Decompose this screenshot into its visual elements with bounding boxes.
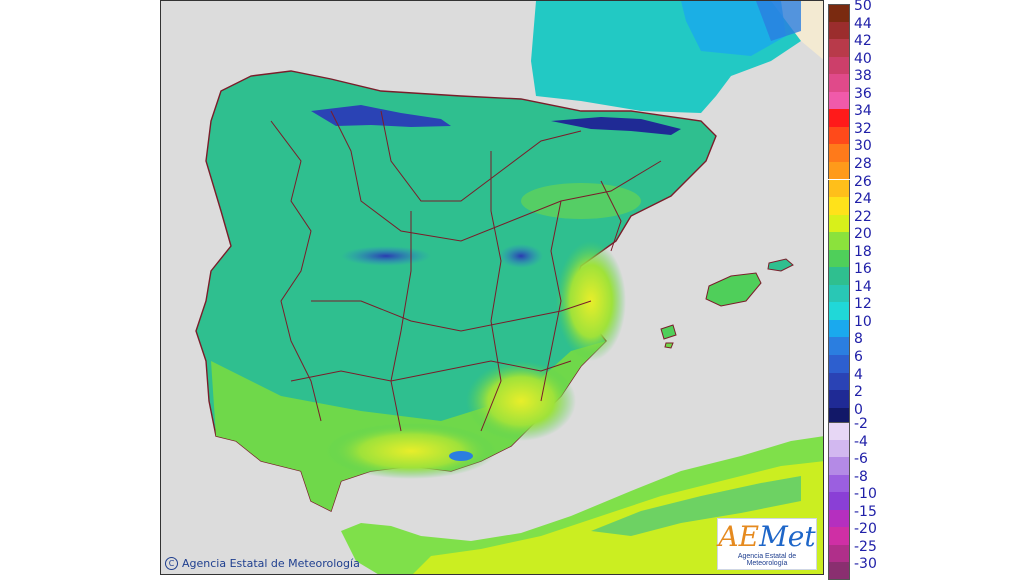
legend-swatch-cold-5 xyxy=(828,509,850,528)
mallorca-island xyxy=(705,272,762,307)
region-borders xyxy=(270,110,662,432)
legend-label-warm-2: 42 xyxy=(854,33,872,50)
legend-swatch-warm-15 xyxy=(828,267,850,285)
sierra-nevada-cold xyxy=(449,451,473,461)
temperature-legend: 50 44 42 40 38 36 34 32 30 28 26 24 22 20 18 16 14 12 10 8 6… xyxy=(826,0,886,580)
legend-swatch-warm-8 xyxy=(828,144,850,162)
legend-swatch-warm-12 xyxy=(828,214,850,233)
legend-swatch-cold-0 xyxy=(828,422,850,440)
legend-label-warm-22: 2 xyxy=(854,384,863,401)
copyright-text: Agencia Estatal de Meteorología xyxy=(182,556,360,570)
legend-swatch-warm-18 xyxy=(828,319,850,338)
guadalquivir-warm xyxy=(326,423,496,479)
legend-swatch-warm-1 xyxy=(828,21,850,40)
legend-label-warm-18: 10 xyxy=(854,313,872,330)
legend-label-cold-5: -15 xyxy=(854,503,877,520)
cantabrian-mountains xyxy=(311,105,451,127)
legend-swatch-warm-16 xyxy=(828,284,850,303)
legend-label-cold-8: -30 xyxy=(854,556,877,573)
atlas-cool xyxy=(591,476,801,536)
legend-label-warm-17: 12 xyxy=(854,296,872,313)
legend-swatch-warm-14 xyxy=(828,249,850,268)
legend-swatch-cold-3 xyxy=(828,474,850,493)
legend-swatch-warm-0 xyxy=(828,4,850,22)
legend-label-warm-1: 44 xyxy=(854,15,872,32)
legend-label-warm-16: 14 xyxy=(854,278,872,295)
legend-label-warm-9: 28 xyxy=(854,155,872,172)
iberian-system-cold xyxy=(499,244,543,268)
legend-label-cold-3: -8 xyxy=(854,468,868,485)
legend-swatch-warm-5 xyxy=(828,91,850,110)
legend-swatch-warm-7 xyxy=(828,126,850,145)
legend-label-warm-20: 6 xyxy=(854,349,863,365)
legend-swatch-warm-2 xyxy=(828,39,850,57)
legend-label-warm-14: 18 xyxy=(854,243,872,260)
legend-swatch-warm-3 xyxy=(828,56,850,75)
legend-label-warm-21: 4 xyxy=(854,366,863,383)
legend-swatch-cold-1 xyxy=(828,439,850,458)
copyright-notice: C Agencia Estatal de Meteorología xyxy=(165,556,360,570)
legend-swatch-cold-6 xyxy=(828,527,850,545)
pyrenees xyxy=(551,117,681,135)
legend-swatch-warm-11 xyxy=(828,197,850,215)
legend-swatch-cold-4 xyxy=(828,492,850,510)
legend-swatch-warm-4 xyxy=(828,74,850,92)
legend-swatch-warm-6 xyxy=(828,109,850,127)
legend-swatch-warm-22 xyxy=(828,390,850,408)
legend-label-warm-3: 40 xyxy=(854,50,872,67)
legend-swatch-warm-13 xyxy=(828,232,850,250)
legend-swatch-cold-2 xyxy=(828,457,850,475)
legend-label-warm-4: 38 xyxy=(854,68,872,85)
central-system-cold xyxy=(341,246,431,266)
legend-label-warm-12: 22 xyxy=(854,208,872,225)
south-hotspot xyxy=(466,361,576,441)
legend-label-warm-23: 0 xyxy=(854,401,863,418)
legend-swatch-warm-21 xyxy=(828,372,850,391)
legend-swatch-cold-7 xyxy=(828,544,850,563)
legend-label-cold-2: -6 xyxy=(854,451,868,468)
legend-swatch-warm-9 xyxy=(828,161,850,180)
legend-label-cold-7: -25 xyxy=(854,538,877,555)
legend-label-cold-1: -4 xyxy=(854,433,868,450)
legend-label-warm-11: 24 xyxy=(854,191,872,208)
iberia-map-canvas xyxy=(195,1,823,574)
legend-label-cold-4: -10 xyxy=(854,486,877,503)
legend-swatch-warm-20 xyxy=(828,355,850,373)
aemet-logo-subtitle: Agencia Estatal de Meteorología xyxy=(737,553,797,567)
legend-swatch-cold-8 xyxy=(828,562,850,580)
menorca-island xyxy=(767,258,794,272)
legend-label-warm-10: 26 xyxy=(854,173,872,190)
legend-label-warm-0: 50 xyxy=(854,0,872,14)
temperature-map: C Agencia Estatal de Meteorología AEMet A… xyxy=(160,0,824,575)
copyright-icon: C xyxy=(165,557,178,570)
legend-swatch-warm-17 xyxy=(828,302,850,320)
alps-cold xyxy=(681,1,786,56)
legend-label-warm-13: 20 xyxy=(854,226,872,243)
formentera-island xyxy=(664,342,674,349)
legend-label-warm-8: 30 xyxy=(854,138,872,155)
ibiza-island xyxy=(660,324,677,340)
legend-label-warm-7: 32 xyxy=(854,120,872,137)
alps-cold-2 xyxy=(756,1,801,41)
legend-swatch-warm-10 xyxy=(828,179,850,198)
legend-label-warm-6: 34 xyxy=(854,103,872,120)
legend-label-cold-6: -20 xyxy=(854,521,877,538)
legend-swatch-warm-19 xyxy=(828,337,850,355)
legend-label-cold-0: -2 xyxy=(854,416,868,432)
legend-label-warm-5: 36 xyxy=(854,85,872,102)
ebro-warm xyxy=(521,183,641,219)
legend-label-warm-15: 16 xyxy=(854,261,872,278)
aemet-logo: AEMet Agencia Estatal de Meteorología xyxy=(717,518,817,570)
legend-label-warm-19: 8 xyxy=(854,331,863,348)
aemet-logo-mark: AEMet xyxy=(718,520,816,553)
